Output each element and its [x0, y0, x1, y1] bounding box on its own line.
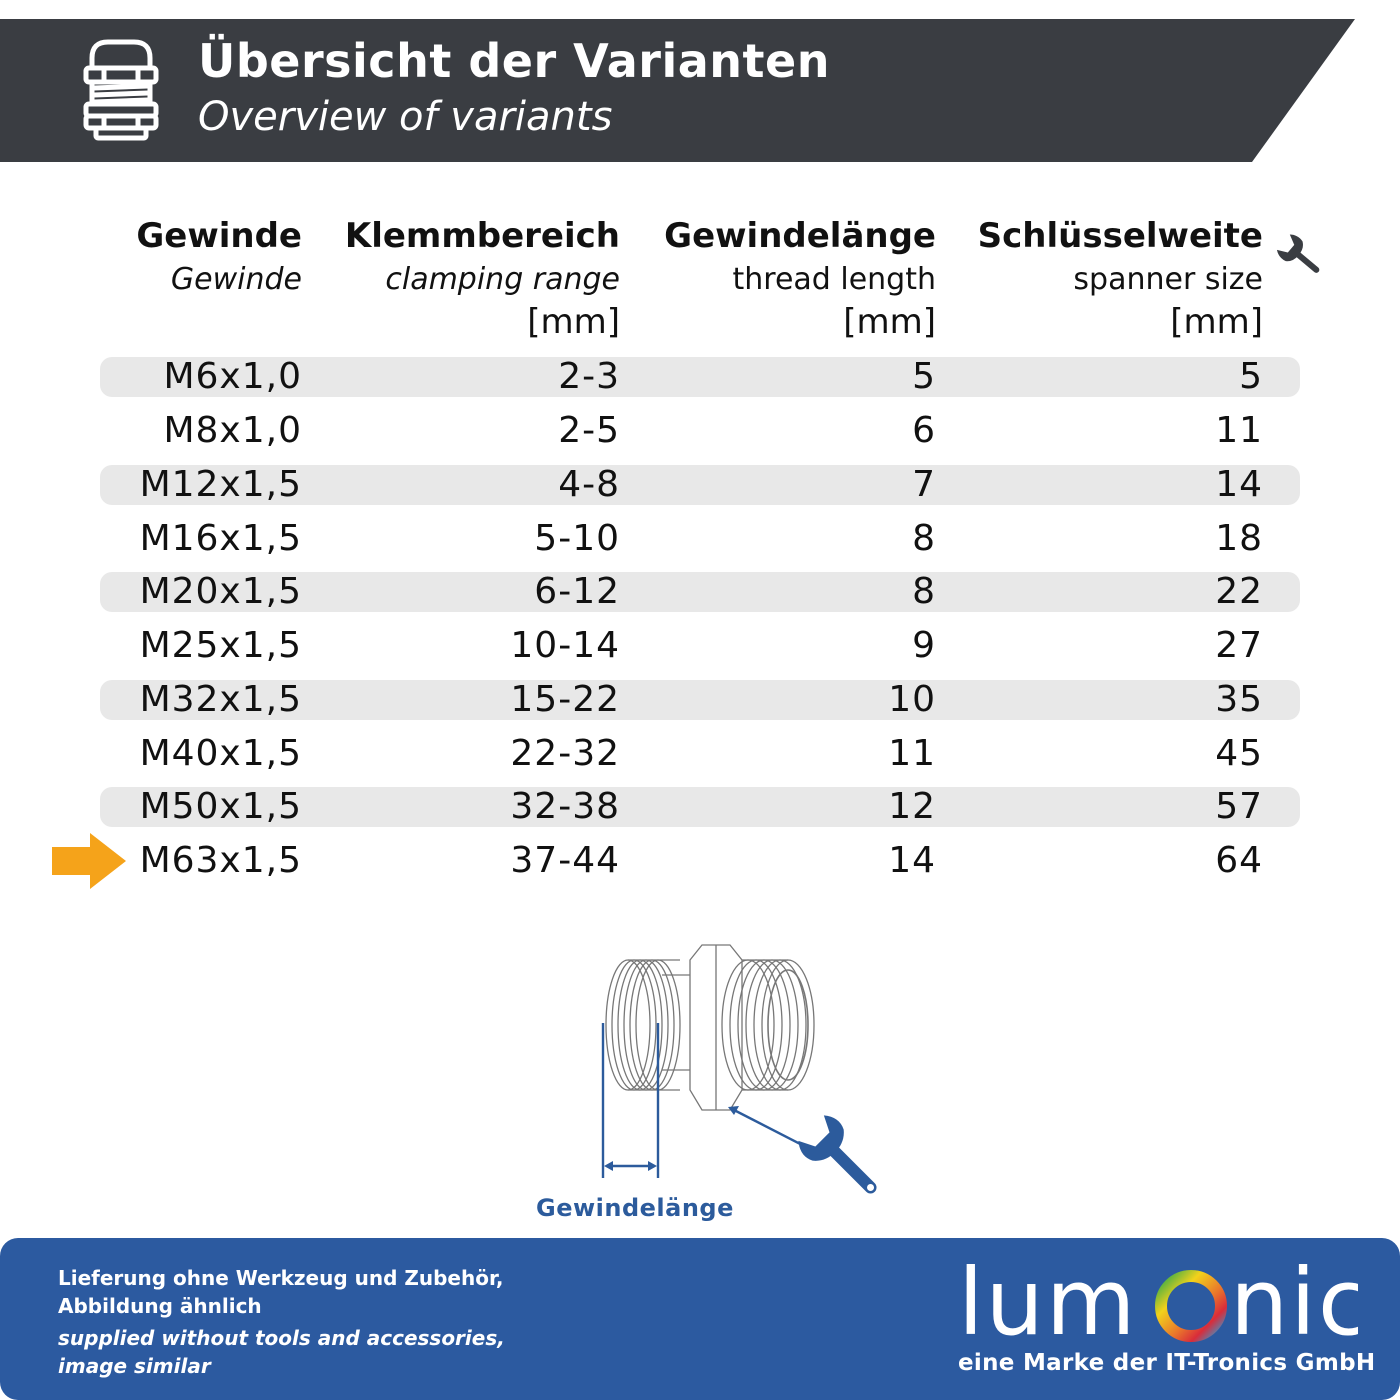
cell-spanner: 14: [1215, 464, 1263, 505]
wrench-icon: [1276, 234, 1320, 273]
cell-spanner: 18: [1215, 518, 1263, 559]
column-subtitle: thread length: [732, 262, 937, 297]
column-header-spanner: Schlüsselweite spanner size [mm]: [950, 215, 1263, 344]
cell-clamping: 5-10: [534, 518, 620, 559]
cell-length: 5: [912, 356, 936, 397]
table-row-highlighted: M63x1,5 37-44 14 64: [100, 840, 1300, 881]
thread-length-diagram: [601, 944, 877, 1194]
cell-clamping: 10-14: [510, 625, 620, 666]
cell-spanner: 45: [1215, 733, 1263, 774]
highlight-arrow-icon: [52, 833, 126, 889]
cell-clamping: 37-44: [510, 840, 620, 881]
thread-length-label: Gewindelänge: [536, 1194, 734, 1222]
note-line: image similar: [58, 1354, 211, 1378]
page-title: Übersicht der Varianten: [198, 34, 830, 88]
cell-clamping: 4-8: [558, 464, 620, 505]
cell-length: 10: [888, 679, 936, 720]
column-title: Klemmbereich: [344, 216, 620, 256]
table-row: M6x1,0 2-3 5 5: [100, 356, 1300, 397]
cell-spanner: 57: [1215, 786, 1263, 827]
header-banner: [0, 19, 1355, 162]
cell-length: 12: [888, 786, 936, 827]
cell-thread: M6x1,0: [163, 356, 302, 397]
column-title: Schlüsselweite: [977, 216, 1263, 256]
cell-spanner: 11: [1215, 410, 1263, 451]
cell-clamping: 22-32: [510, 733, 620, 774]
cell-spanner: 27: [1215, 625, 1263, 666]
cell-thread: M8x1,0: [163, 410, 302, 451]
table-row: M8x1,0 2-5 6 11: [100, 410, 1300, 451]
cell-clamping: 2-5: [558, 410, 620, 451]
cell-thread: M20x1,5: [139, 571, 302, 612]
cell-length: 14: [888, 840, 936, 881]
table-row: M12x1,5 4-8 7 14: [100, 464, 1300, 505]
note-line: Lieferung ohne Werkzeug und Zubehör,: [58, 1266, 504, 1290]
cell-length: 7: [912, 464, 936, 505]
brand-tagline: eine Marke der IT-Tronics GmbH: [958, 1350, 1376, 1376]
cell-thread: M63x1,5: [139, 840, 302, 881]
table-row: M20x1,5 6-12 8 22: [100, 571, 1300, 612]
cell-length: 11: [888, 733, 936, 774]
column-title: Gewindelänge: [664, 216, 936, 256]
column-header-clamping: Klemmbereich clamping range [mm]: [320, 215, 620, 344]
cell-thread: M50x1,5: [139, 786, 302, 827]
page-subtitle: Overview of variants: [198, 94, 613, 140]
cell-spanner: 22: [1215, 571, 1263, 612]
column-unit: [mm]: [843, 302, 936, 342]
cell-length: 8: [912, 571, 936, 612]
column-unit: [mm]: [1170, 302, 1263, 342]
column-header-thread: Gewinde Gewinde: [100, 215, 302, 301]
table-row: M16x1,5 5-10 8 18: [100, 518, 1300, 559]
column-title: Gewinde: [136, 216, 302, 256]
column-subtitle: spanner size: [1073, 262, 1263, 297]
cell-clamping: 2-3: [558, 356, 620, 397]
cell-length: 9: [912, 625, 936, 666]
footer-banner: Lieferung ohne Werkzeug und Zubehör, Abb…: [0, 1238, 1400, 1400]
table-row: M32x1,5 15-22 10 35: [100, 679, 1300, 720]
note-line: supplied without tools and accessories,: [58, 1326, 505, 1350]
svg-text:lum: lum: [958, 1250, 1138, 1350]
cell-thread: M16x1,5: [139, 518, 302, 559]
cell-clamping: 6-12: [534, 571, 620, 612]
lumonic-logo-icon: lum nic: [958, 1249, 1368, 1356]
column-header-length: Gewindelänge thread length [mm]: [636, 215, 936, 344]
delivery-note-en: supplied without tools and accessories, …: [58, 1324, 505, 1380]
cell-spanner: 5: [1239, 356, 1263, 397]
cable-gland-icon: [83, 39, 159, 141]
header-background: [0, 19, 1355, 162]
cell-clamping: 32-38: [510, 786, 620, 827]
table-row: M40x1,5 22-32 11 45: [100, 733, 1300, 774]
delivery-note-de: Lieferung ohne Werkzeug und Zubehör, Abb…: [58, 1264, 503, 1320]
cell-spanner: 64: [1215, 840, 1263, 881]
column-subtitle: clamping range: [385, 262, 620, 297]
cell-length: 8: [912, 518, 936, 559]
cell-spanner: 35: [1215, 679, 1263, 720]
table-row: M25x1,5 10-14 9 27: [100, 625, 1300, 666]
cell-thread: M40x1,5: [139, 733, 302, 774]
svg-text:nic: nic: [1230, 1250, 1358, 1350]
brand-logo: lum nic: [958, 1249, 1368, 1356]
cell-clamping: 15-22: [510, 679, 620, 720]
cell-thread: M12x1,5: [139, 464, 302, 505]
cell-thread: M25x1,5: [139, 625, 302, 666]
column-unit: [mm]: [527, 302, 620, 342]
cell-thread: M32x1,5: [139, 679, 302, 720]
cell-length: 6: [912, 410, 936, 451]
note-line: Abbildung ähnlich: [58, 1294, 262, 1318]
column-subtitle: Gewinde: [170, 262, 302, 297]
table-row: M50x1,5 32-38 12 57: [100, 786, 1300, 827]
